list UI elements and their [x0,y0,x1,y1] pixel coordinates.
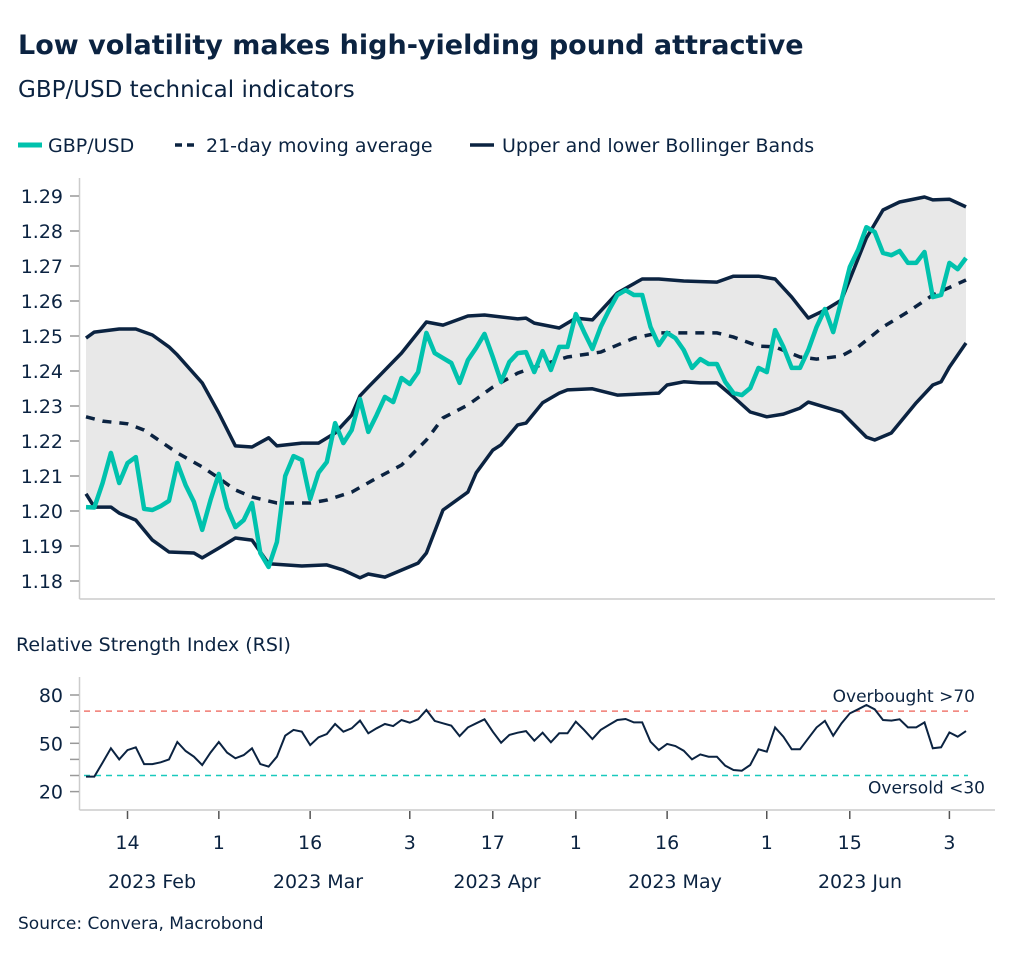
x-tick-label: 15 [838,832,862,854]
legend: GBP/USD 21-day moving average Upper and … [18,135,814,157]
x-tick-label: 1 [761,832,773,854]
rsi-title: Relative Strength Index (RSI) [16,634,291,656]
rsi-plot: 20 50 80 Overbought >70 Oversold <30 14 1 16… [39,677,995,893]
rsi-y-tick-label: 80 [39,685,63,707]
y-tick-label: 1.27 [21,256,63,278]
rsi-line [86,703,967,778]
lower-bollinger-band-line [84,342,968,580]
y-tick-label: 1.18 [21,571,63,593]
y-tick-label: 1.23 [21,396,63,418]
oversold-label: Oversold <30 [868,779,985,799]
legend-label-moving-average: 21-day moving average [206,135,433,157]
rsi-y-tick-label: 50 [39,733,63,755]
month-label-jun: 2023 Jun [818,871,902,893]
chart-title: Low volatility makes high-yielding pound… [18,30,804,61]
x-tick-label: 1 [213,832,225,854]
x-tick-label: 3 [943,832,955,854]
month-label-mar: 2023 Mar [273,871,363,893]
month-label-feb: 2023 Feb [108,871,196,893]
overbought-label: Overbought >70 [833,687,975,707]
y-tick-label: 1.22 [21,431,63,453]
month-label-apr: 2023 Apr [453,871,540,893]
x-tick-label: 17 [481,832,505,854]
x-tick-label: 1 [570,832,582,854]
rsi-y-tick-label: 20 [39,782,63,804]
y-tick-label: 1.21 [21,466,63,488]
y-tick-label: 1.19 [21,536,63,558]
month-labels: 2023 Feb 2023 Mar 2023 Apr 2023 May 2023… [108,871,902,893]
y-tick-label: 1.20 [21,501,63,523]
main-plot: 1.18 1.19 1.20 1.21 1.22 1.23 1.24 1.25 1.26 1.27… [21,178,995,600]
y-tick-label: 1.24 [21,361,63,383]
month-label-may: 2023 May [628,871,722,893]
legend-label-gbpusd: GBP/USD [48,135,134,157]
bollinger-band-fill [86,197,966,578]
source-note: Source: Convera, Macrobond [18,914,264,934]
y-tick-label: 1.29 [21,186,63,208]
y-tick-label: 1.26 [21,291,63,313]
x-tick-label: 14 [115,832,139,854]
x-tick-label: 3 [404,832,416,854]
x-tick-label: 16 [298,832,322,854]
y-tick-label: 1.25 [21,326,63,348]
y-tick-label: 1.28 [21,221,63,243]
x-tick-label: 16 [655,832,679,854]
chart-subtitle: GBP/USD technical indicators [18,77,355,103]
gbpusd-line [85,224,968,570]
legend-label-bollinger: Upper and lower Bollinger Bands [502,135,814,157]
moving-average-line [85,278,967,505]
